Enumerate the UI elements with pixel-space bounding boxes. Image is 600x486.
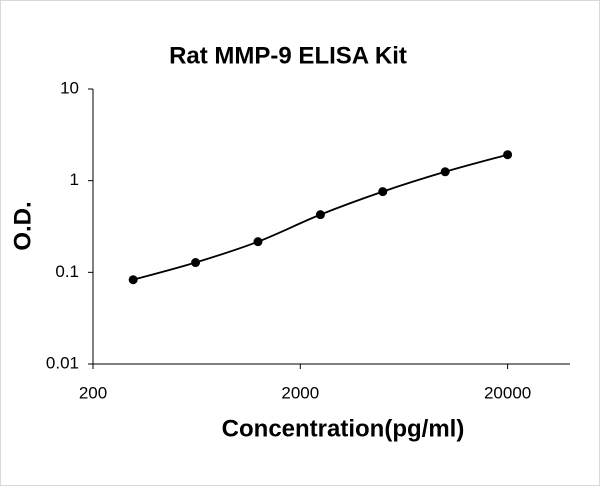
y-axis-label: O.D.: [9, 201, 36, 250]
data-point: [503, 150, 513, 160]
x-tick-label: 200: [79, 383, 107, 402]
data-point: [440, 167, 450, 177]
data-point: [253, 237, 263, 247]
x-axis-label: Concentration(pg/ml): [222, 415, 465, 442]
y-tick-label: 10: [60, 78, 79, 97]
chart-title: Rat MMP-9 ELISA Kit: [169, 42, 407, 69]
y-tick-label: 1: [70, 170, 79, 189]
x-tick-label: 2000: [281, 383, 319, 402]
data-point: [191, 258, 201, 268]
data-point: [378, 187, 388, 197]
data-point: [315, 210, 325, 220]
y-tick-label: 0.01: [46, 353, 79, 372]
y-tick-label: 0.1: [55, 262, 79, 281]
data-point: [128, 275, 138, 285]
x-tick-label: 20000: [484, 383, 531, 402]
